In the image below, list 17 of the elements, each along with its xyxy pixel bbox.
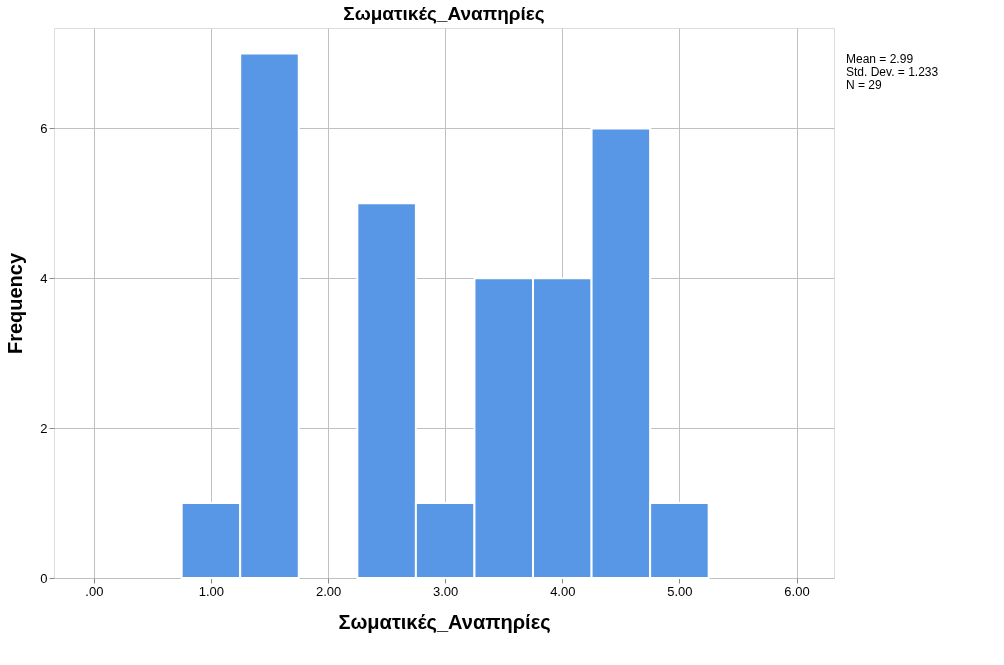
y-tick-label: 2: [40, 420, 48, 436]
x-axis-title: Σωματικές_Αναπηρίες: [338, 610, 551, 633]
text: N = 29: [846, 78, 883, 92]
x-tick-label: 1.00: [198, 583, 225, 599]
y-tick-label: 0: [40, 570, 48, 586]
x-tick-label: 3.00: [433, 583, 459, 599]
text: Mean = 2.99: [846, 52, 914, 66]
x-tick-label: 2.00: [315, 583, 342, 599]
x-tick-label: 4.00: [550, 583, 576, 599]
text: Std. Dev. = 1.233: [846, 65, 939, 79]
chart-title: Σωματικές_Αναπηρίες: [343, 3, 545, 24]
x-tick-label: 5.00: [667, 583, 693, 599]
y-axis-title: Frequency: [4, 252, 27, 355]
x-tick-label: .00: [85, 583, 104, 599]
x-tick-label: 6.00: [784, 583, 810, 599]
y-tick-label: 6: [40, 120, 48, 136]
y-tick-label: 4: [40, 270, 48, 286]
